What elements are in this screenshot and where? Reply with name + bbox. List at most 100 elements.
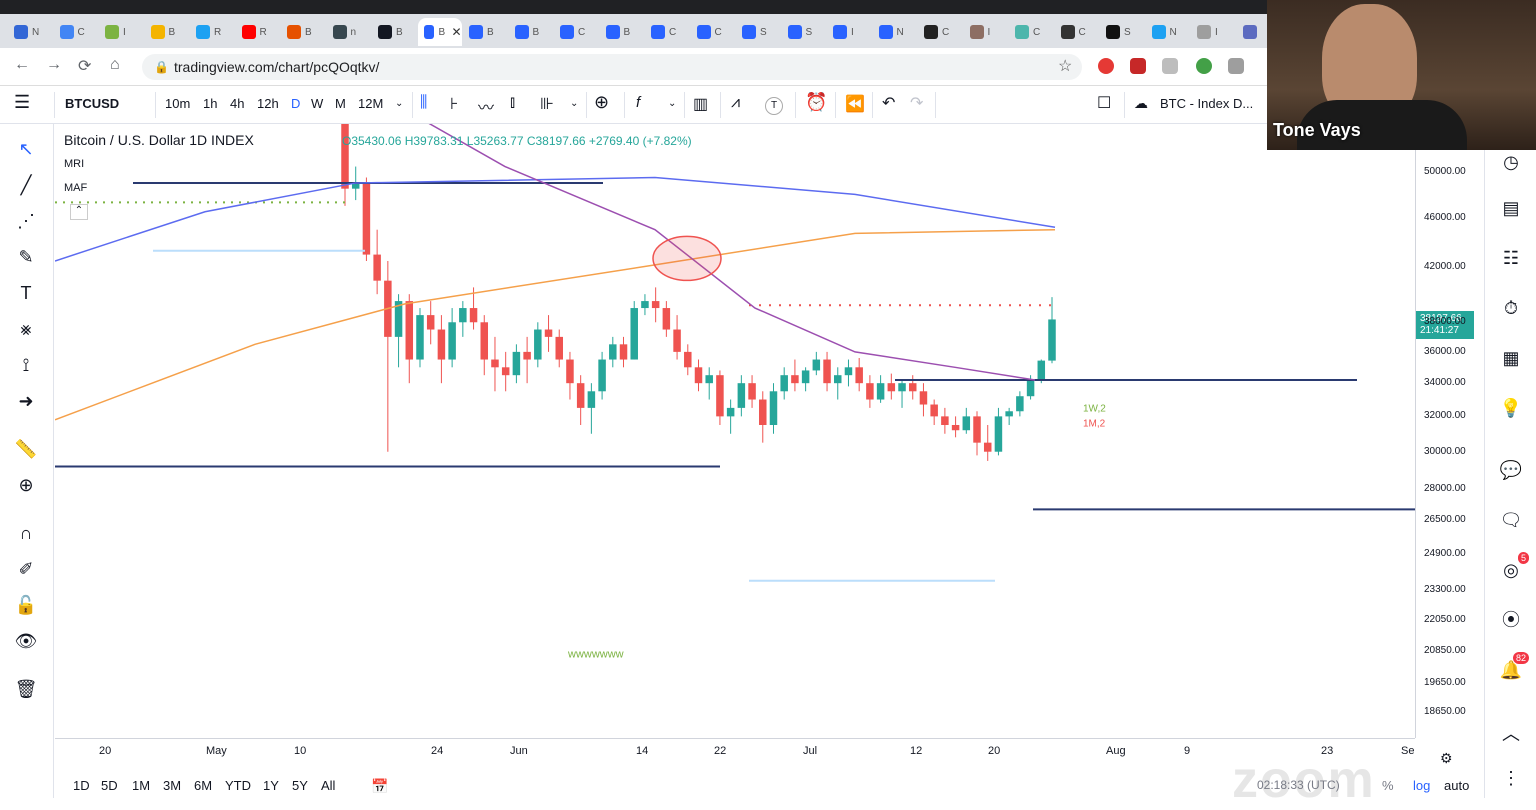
browser-tab[interactable]: S [782, 18, 826, 46]
fib-icon[interactable]: ⋰ [17, 211, 35, 231]
browser-tab[interactable]: I [99, 18, 143, 46]
browser-tab[interactable]: B [509, 18, 553, 46]
browser-tab[interactable]: I [964, 18, 1008, 46]
templates-icon[interactable]: ⩘ [731, 94, 741, 111]
bars-icon[interactable]: ⊦ [450, 96, 459, 113]
price-chart[interactable]: 1W,2 1M,2 wwwwwww [55, 124, 1415, 738]
interval-12h[interactable]: 12h [257, 96, 279, 111]
cursor-icon[interactable]: ↖ [18, 139, 34, 159]
browser-tab[interactable]: B [463, 18, 507, 46]
eye-icon[interactable]: 👁 [14, 631, 38, 651]
layout-square-icon[interactable]: ☐ [1097, 95, 1112, 112]
interval-dropdown-icon[interactable]: ⌄ [395, 98, 404, 109]
time-axis[interactable]: 20 May 10 24 Jun 14 22 Jul 12 20 Aug 9 23 Se [55, 738, 1415, 764]
browser-tab[interactable]: C [645, 18, 689, 46]
zoom-in-icon[interactable]: ⊕ [18, 475, 34, 495]
browser-tab[interactable]: B [372, 18, 416, 46]
indicator-t-badge[interactable]: T [765, 97, 783, 115]
streams-icon[interactable]: ◎ 5 [1497, 552, 1529, 584]
url-field[interactable]: 🔒 tradingview.com/chart/pcQOqtkv/ [142, 54, 1082, 80]
brush-icon[interactable]: ✎ [18, 247, 34, 267]
more-icon[interactable]: ⋮ [1502, 768, 1520, 788]
collapse-legend-icon[interactable]: ⌃ [70, 204, 88, 220]
browser-tab[interactable]: R [190, 18, 234, 46]
browser-tab[interactable]: C [554, 18, 598, 46]
ideas-bulb-icon[interactable]: 💡 [1499, 398, 1523, 418]
lock-drawing-icon[interactable]: ✐ [18, 559, 34, 579]
line-icon[interactable]: 〰 [478, 100, 495, 117]
price-axis[interactable]: 38197.66 21:41:27 50000.00 46000.00 42000.… [1415, 124, 1484, 738]
compare-add-icon[interactable]: ⊕ [594, 92, 610, 112]
extension-icon-green[interactable] [1196, 58, 1212, 74]
browser-tab[interactable]: I [1191, 18, 1235, 46]
browser-tab[interactable]: N [8, 18, 52, 46]
interval-m[interactable]: M [335, 96, 346, 111]
heikin-icon[interactable]: ⊪ [540, 96, 554, 113]
range-1y[interactable]: 1Y [263, 778, 279, 793]
browser-tab[interactable]: I [827, 18, 871, 46]
layout-name[interactable]: BTC - Index D... [1160, 96, 1254, 111]
list-icon[interactable]: ☷ [1502, 248, 1520, 268]
range-5d[interactable]: 5D [101, 778, 118, 793]
extension-icon-pdf[interactable] [1130, 58, 1146, 74]
interval-12m[interactable]: 12M [358, 96, 384, 111]
extension-icon-puzzle[interactable] [1228, 58, 1244, 74]
interval-10m[interactable]: 10m [165, 96, 191, 111]
menu-icon[interactable]: ☰ [14, 92, 31, 112]
news-icon[interactable]: ▤ [1502, 198, 1520, 218]
unlock-icon[interactable]: 🔓 [14, 595, 38, 615]
browser-tab[interactable]: n [327, 18, 371, 46]
extension-icon-red[interactable] [1098, 58, 1114, 74]
symbol-search[interactable]: BTCUSD [65, 96, 120, 111]
browser-tab[interactable] [1237, 18, 1281, 46]
undo-icon[interactable]: ↶ [882, 95, 896, 112]
close-tab-icon[interactable]: ✕ [451, 25, 462, 39]
browser-tab[interactable]: C [54, 18, 98, 46]
extension-icon-gray[interactable] [1162, 58, 1178, 74]
browser-tab[interactable]: C [1009, 18, 1053, 46]
calendar-icon[interactable]: ▦ [1502, 348, 1520, 368]
range-all[interactable]: All [321, 778, 336, 793]
chat-bubble-icon[interactable]: 🗨 [1499, 510, 1523, 530]
browser-tab[interactable]: B [145, 18, 189, 46]
forward-icon[interactable]: → [46, 56, 62, 73]
browser-tab[interactable]: B [281, 18, 325, 46]
trash-icon[interactable]: 🗑 [14, 679, 38, 699]
indicator-mri[interactable]: MRI [64, 158, 85, 170]
browser-tab[interactable]: B [600, 18, 644, 46]
browser-tab[interactable]: B ✕ [417, 18, 462, 46]
range-1m[interactable]: 1M [132, 778, 151, 793]
chart-settings-gear-icon[interactable]: ⚙ [1440, 750, 1453, 766]
alert-icon[interactable]: ⏰ [805, 92, 828, 112]
percent-toggle[interactable]: % [1382, 778, 1394, 793]
bookmark-star-icon[interactable]: ☆ [1058, 58, 1073, 75]
home-icon[interactable]: ⌂ [110, 56, 120, 73]
timer-icon[interactable]: ⏱ [1503, 298, 1519, 318]
log-toggle[interactable]: log [1413, 778, 1431, 793]
magnet-icon[interactable]: ∩ [19, 523, 33, 543]
measure-range-icon[interactable]: ⟟ [22, 355, 30, 375]
range-6m[interactable]: 6M [194, 778, 213, 793]
candles-icon[interactable]: ⫼ [420, 94, 428, 111]
interval-w[interactable]: W [311, 96, 324, 111]
browser-tab[interactable]: R [236, 18, 280, 46]
indicators-fx-icon[interactable]: f [636, 94, 641, 111]
browser-tab[interactable]: N [1146, 18, 1190, 46]
goto-date-icon[interactable]: 📅 [371, 778, 389, 794]
indicators-dropdown-icon[interactable]: ⌄ [668, 98, 677, 109]
hollow-candles-icon[interactable]: ⫾ [510, 94, 516, 111]
browser-tab[interactable]: N [873, 18, 917, 46]
financials-icon[interactable]: ▥ [693, 96, 709, 113]
collapse-panel-icon[interactable]: ︿ [1502, 724, 1520, 744]
interval-d[interactable]: D [291, 96, 301, 111]
reload-icon[interactable]: ⟳ [78, 58, 92, 75]
range-3m[interactable]: 3M [163, 778, 182, 793]
chat-icon[interactable]: 💬 [1499, 460, 1523, 480]
indicator-maf[interactable]: MAF [64, 182, 88, 194]
chart-type-dropdown-icon[interactable]: ⌄ [570, 98, 579, 109]
auto-toggle[interactable]: auto [1444, 778, 1470, 793]
interval-4h[interactable]: 4h [230, 96, 245, 111]
notifications-bell-icon[interactable]: 🔔 82 [1497, 652, 1529, 684]
broadcast-icon[interactable]: ⦿ [1502, 610, 1520, 630]
range-1d[interactable]: 1D [73, 778, 90, 793]
